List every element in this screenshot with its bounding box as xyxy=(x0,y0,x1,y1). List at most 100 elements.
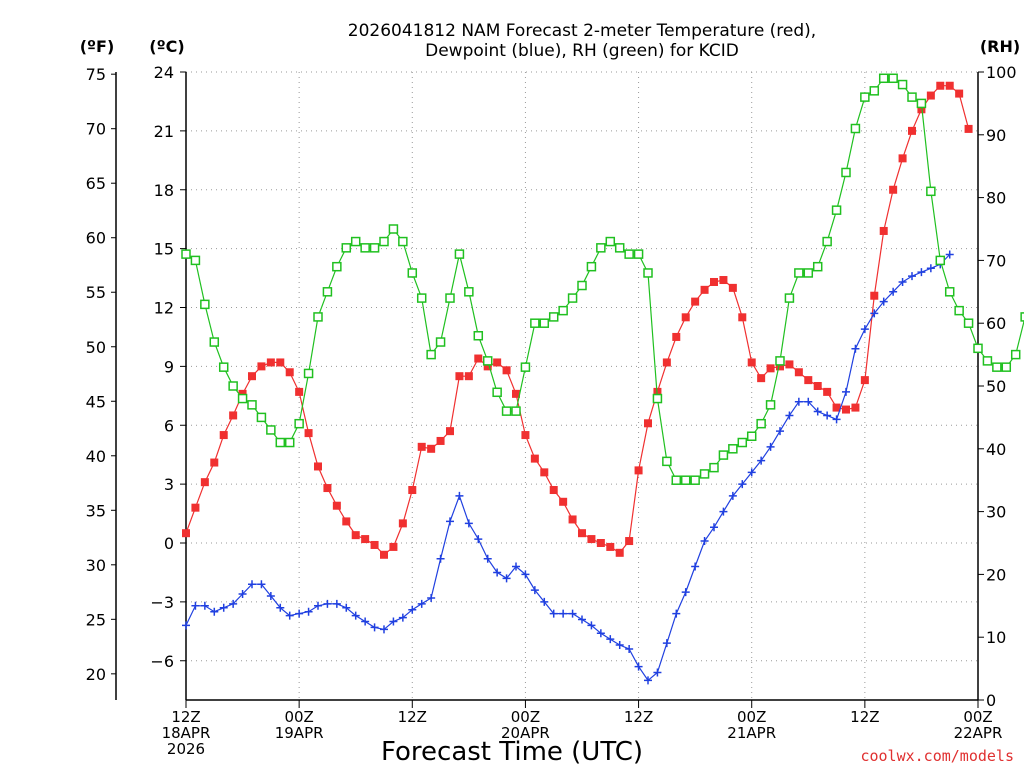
temperature-point xyxy=(672,332,681,341)
rh-tick-label: 80 xyxy=(986,189,1006,208)
temperature-point xyxy=(568,515,577,524)
celsius-tick-label: 21 xyxy=(154,122,174,141)
dewpoint-point xyxy=(266,591,275,600)
celsius-tick-label: 3 xyxy=(164,475,174,494)
rh-tick-label: 70 xyxy=(986,251,1006,270)
rh-point xyxy=(454,249,465,259)
temperature-point xyxy=(474,354,483,363)
rh-point xyxy=(718,450,729,460)
rh-point xyxy=(237,393,248,404)
temperature-point xyxy=(257,362,266,371)
temperature-point xyxy=(766,364,775,373)
dewpoint-point xyxy=(653,668,662,677)
temperature-point xyxy=(351,531,360,540)
rh-point xyxy=(577,280,587,291)
dewpoint-point xyxy=(530,586,539,595)
rh-point xyxy=(350,236,361,247)
rh-point xyxy=(690,475,700,485)
dewpoint-point xyxy=(681,588,690,597)
temperature-point xyxy=(700,285,709,294)
dewpoint-point xyxy=(634,662,643,671)
temperature-point xyxy=(200,478,209,487)
rh-point xyxy=(284,437,295,448)
rh-point xyxy=(1001,362,1012,372)
rh-point xyxy=(360,243,370,253)
series-temperature xyxy=(182,81,973,559)
temperature-point xyxy=(191,503,200,512)
dewpoint-point xyxy=(710,523,718,532)
time-tick-label: 18APR xyxy=(162,724,211,742)
rh-point xyxy=(624,249,634,259)
temperature-point xyxy=(596,539,605,547)
rh-point xyxy=(737,437,748,448)
dewpoint-point xyxy=(191,601,200,610)
dewpoint-point xyxy=(285,611,294,620)
dewpoint-point xyxy=(568,609,577,618)
dewpoint-point xyxy=(427,593,436,602)
temperature-point xyxy=(248,372,256,381)
dewpoint-point xyxy=(398,613,407,622)
dewpoint-point xyxy=(700,537,709,546)
rh-point xyxy=(482,356,493,366)
rh-point xyxy=(765,400,776,410)
temperature-point xyxy=(408,486,417,495)
dewpoint-point xyxy=(276,603,285,612)
rh-point xyxy=(605,236,616,247)
rh-point xyxy=(209,337,220,347)
fahrenheit-tick-label: 35 xyxy=(86,501,106,520)
time-tick-label: 2026 xyxy=(167,740,205,758)
temperature-point xyxy=(304,429,313,438)
rh-point xyxy=(794,268,804,278)
chart-title: 2026041812 NAM Forecast 2-meter Temperat… xyxy=(348,21,816,61)
celsius-tick-label: 6 xyxy=(164,416,174,435)
rh-point xyxy=(218,362,229,372)
temperature-point xyxy=(578,529,586,538)
dewpoint-point xyxy=(549,609,558,618)
temperature-point xyxy=(889,185,898,194)
temperature-point xyxy=(295,387,304,396)
x-axis-label: Forecast Time (UTC) xyxy=(381,737,643,767)
temperature-point xyxy=(446,427,454,436)
rh-point xyxy=(266,425,276,435)
rh-tick-label: 40 xyxy=(986,440,1006,459)
rh-point xyxy=(973,343,983,354)
rh-point xyxy=(680,475,691,485)
dewpoint-point xyxy=(747,468,756,477)
dewpoint-point xyxy=(945,250,954,259)
temperature-point xyxy=(719,276,728,285)
dewpoint-point xyxy=(332,599,341,608)
dewpoint-point xyxy=(210,607,219,616)
temperature-point xyxy=(606,542,615,551)
dewpoint-point xyxy=(672,609,681,618)
temperature-point xyxy=(785,360,794,369)
temperature-point xyxy=(342,517,351,526)
dewpoint-point xyxy=(728,491,737,500)
series-rh xyxy=(181,73,1024,485)
rh-point xyxy=(907,92,917,102)
time-tick-label: 00Z xyxy=(284,708,313,726)
rh-tick-label: 100 xyxy=(986,63,1017,82)
fahrenheit-tick-label: 30 xyxy=(86,556,106,575)
dewpoint-point xyxy=(606,635,615,644)
time-tick-label: 21APR xyxy=(727,724,776,742)
dewpoint-point xyxy=(662,639,671,648)
time-tick-label: 22APR xyxy=(954,724,1003,742)
rh-point xyxy=(200,299,210,310)
rh-unit-label: (RH) xyxy=(980,37,1020,56)
fahrenheit-tick-label: 55 xyxy=(86,283,106,302)
rh-point xyxy=(926,186,936,197)
rh-point xyxy=(1020,312,1024,322)
rh-tick-label: 0 xyxy=(986,691,996,710)
temperature-point xyxy=(587,535,596,544)
rh-point xyxy=(878,73,889,84)
rh-tick-label: 50 xyxy=(986,377,1006,396)
rh-point xyxy=(416,293,427,303)
series-dewpoint xyxy=(182,250,954,685)
dewpoint-point xyxy=(493,568,502,577)
dewpoint-point xyxy=(351,611,360,620)
temperature-point xyxy=(266,358,275,367)
celsius-unit-label: (ºC) xyxy=(149,37,184,56)
rh-tick-label: 10 xyxy=(986,628,1006,647)
series-layer xyxy=(181,73,1024,685)
